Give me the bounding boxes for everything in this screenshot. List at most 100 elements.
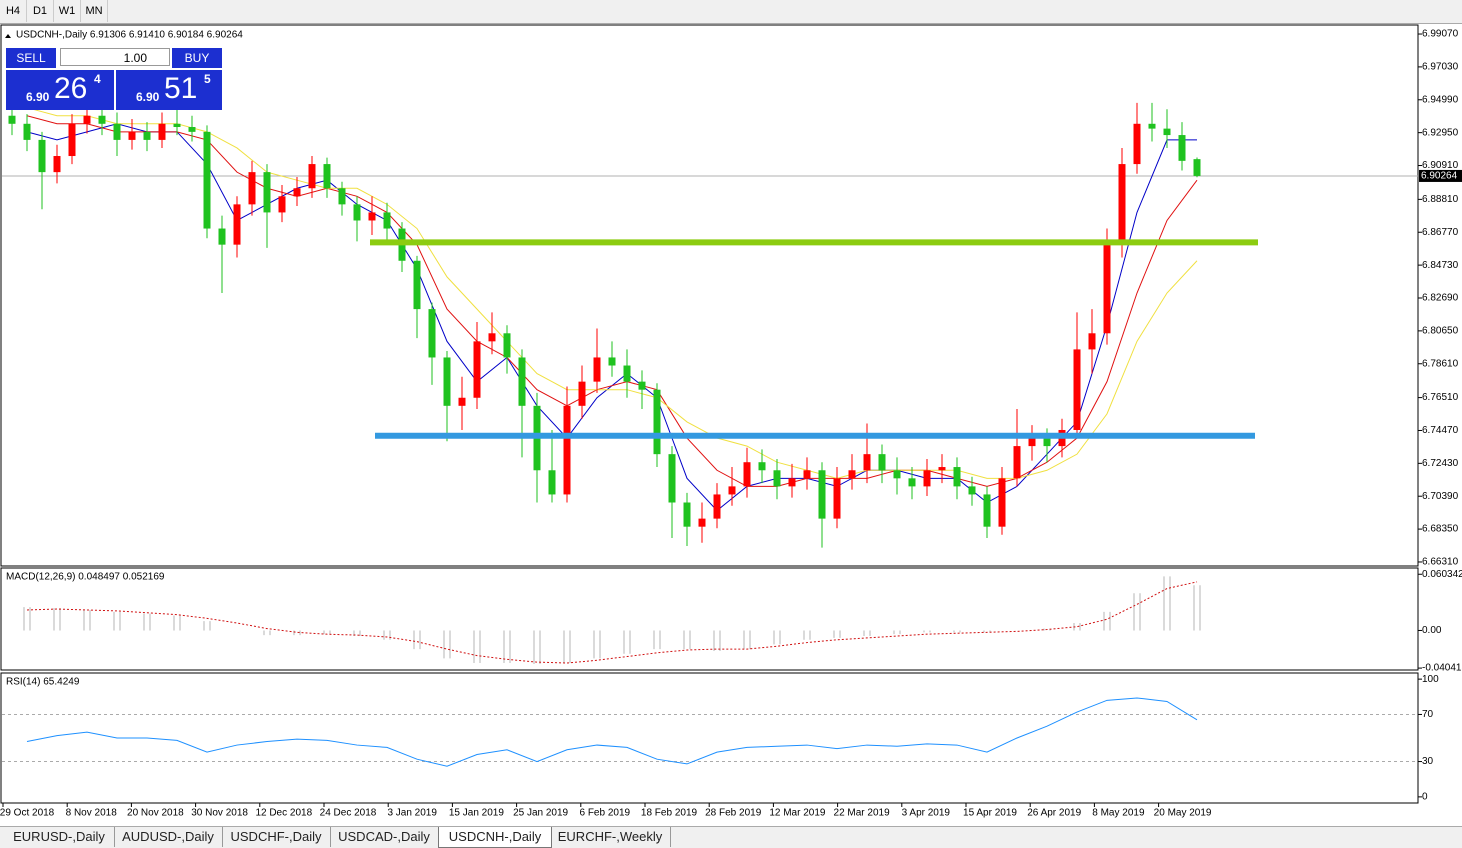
candle-body xyxy=(923,470,931,487)
candle-body xyxy=(713,494,721,519)
candle-body xyxy=(953,467,961,487)
chart-tab[interactable]: AUDUSD-,Daily xyxy=(114,827,223,847)
candle-body xyxy=(68,123,76,157)
candle-body xyxy=(38,139,46,173)
candle-body xyxy=(878,454,886,471)
y-tick-label: 6.80650 xyxy=(1422,326,1459,337)
moving-average xyxy=(26,107,1198,479)
candle-body xyxy=(1013,446,1021,479)
candle-body xyxy=(1103,244,1111,334)
candle-body xyxy=(638,381,646,390)
candle-body xyxy=(893,470,901,479)
x-tick-label: 26 Apr 2019 xyxy=(1027,808,1081,819)
candle-body xyxy=(563,405,571,495)
candle-body xyxy=(308,164,316,189)
candle-body xyxy=(968,486,976,495)
candle-body xyxy=(338,188,346,205)
candle-body xyxy=(503,333,511,358)
candle-body xyxy=(1118,164,1126,245)
y-tick-label: 6.86770 xyxy=(1422,227,1459,238)
chart-tab[interactable]: EURCHF-,Weekly xyxy=(550,827,671,847)
candle-body xyxy=(758,462,766,471)
bid-price[interactable]: 6.90 26 4 xyxy=(6,70,114,110)
candle-body xyxy=(383,212,391,229)
candle-body xyxy=(803,470,811,479)
bid-pips: 26 xyxy=(54,72,88,105)
candle-body xyxy=(863,454,871,471)
y-tick-label: 6.74470 xyxy=(1422,425,1459,436)
y-tick-label: 0.00 xyxy=(1422,625,1442,636)
x-tick-label: 18 Feb 2019 xyxy=(641,808,698,819)
candle-body xyxy=(818,470,826,519)
chart-tab[interactable]: USDCAD-,Daily xyxy=(330,827,439,847)
candle-body xyxy=(1148,123,1156,129)
timeframe-button[interactable]: D1 xyxy=(27,0,54,22)
candle-body xyxy=(263,172,271,213)
sell-button[interactable]: SELL xyxy=(6,48,56,68)
y-tick-label: 6.66310 xyxy=(1422,557,1459,568)
candle-body xyxy=(53,156,61,173)
x-tick-label: 8 May 2019 xyxy=(1092,808,1145,819)
candle-body xyxy=(1073,349,1081,430)
y-tick-label: 6.72430 xyxy=(1422,458,1459,469)
candle-body xyxy=(788,478,796,487)
ask-price[interactable]: 6.90 51 5 xyxy=(116,70,222,110)
macd-signal xyxy=(26,581,1198,664)
candle-body xyxy=(143,131,151,140)
candle-body xyxy=(773,470,781,487)
current-price-label: 6.90264 xyxy=(1421,171,1458,182)
bid-big: 6.90 xyxy=(26,90,50,104)
ask-frac: 5 xyxy=(204,72,211,86)
candle-body xyxy=(248,172,256,205)
macd-panel xyxy=(0,567,1419,671)
candle-body xyxy=(158,123,166,140)
candle-body xyxy=(203,131,211,229)
ask-pips: 51 xyxy=(164,72,198,105)
candle-body xyxy=(128,131,136,140)
candle-body xyxy=(983,494,991,527)
tab-bar: EURUSD-,Daily AUDUSD-,Daily USDCHF-,Daily U… xyxy=(0,826,1462,848)
collapse-icon xyxy=(5,34,11,38)
candle-body xyxy=(683,502,691,527)
x-tick-label: 15 Jan 2019 xyxy=(449,808,504,819)
x-tick-label: 8 Nov 2018 xyxy=(66,808,118,819)
x-tick-label: 3 Apr 2019 xyxy=(902,808,951,819)
y-tick-label: 6.92950 xyxy=(1422,127,1459,138)
candle-body xyxy=(833,478,841,519)
candle-body xyxy=(743,462,751,487)
timeframe-button[interactable]: W1 xyxy=(54,0,81,22)
candle-body xyxy=(278,196,286,213)
x-tick-label: 24 Dec 2018 xyxy=(320,808,377,819)
candle-body xyxy=(1043,438,1051,447)
x-tick-label: 29 Oct 2018 xyxy=(0,808,55,819)
lot-input[interactable]: 1.00 xyxy=(60,48,170,66)
candle-body xyxy=(98,115,106,124)
candle-body xyxy=(458,397,466,406)
candle-body xyxy=(23,123,31,140)
y-tick-label: 6.70390 xyxy=(1422,491,1459,502)
candle-body xyxy=(83,115,91,124)
buy-button[interactable]: BUY xyxy=(172,48,222,68)
candle-body xyxy=(188,127,196,132)
candle-body xyxy=(413,260,421,310)
candle-body xyxy=(323,164,331,189)
chart-tab[interactable]: EURUSD-,Daily xyxy=(4,827,115,847)
candle-body xyxy=(1088,333,1096,350)
moving-average xyxy=(26,115,1198,487)
rsi-title: RSI(14) 65.4249 xyxy=(6,677,80,688)
candle-body xyxy=(1163,128,1171,136)
candle-body xyxy=(998,478,1006,527)
current-price-box xyxy=(1419,169,1462,182)
candle-body xyxy=(173,123,181,128)
candle-body xyxy=(368,212,376,221)
candle-body xyxy=(218,228,226,245)
candle-body xyxy=(293,188,301,197)
chart-tab[interactable]: USDCNH-,Daily xyxy=(438,827,552,848)
candle-body xyxy=(488,333,496,342)
timeframe-button[interactable]: H4 xyxy=(0,0,27,22)
candle-body xyxy=(1193,159,1201,176)
chart-tab[interactable]: USDCHF-,Daily xyxy=(222,827,331,847)
x-tick-label: 6 Feb 2019 xyxy=(579,808,630,819)
timeframe-button[interactable]: MN xyxy=(81,0,108,22)
